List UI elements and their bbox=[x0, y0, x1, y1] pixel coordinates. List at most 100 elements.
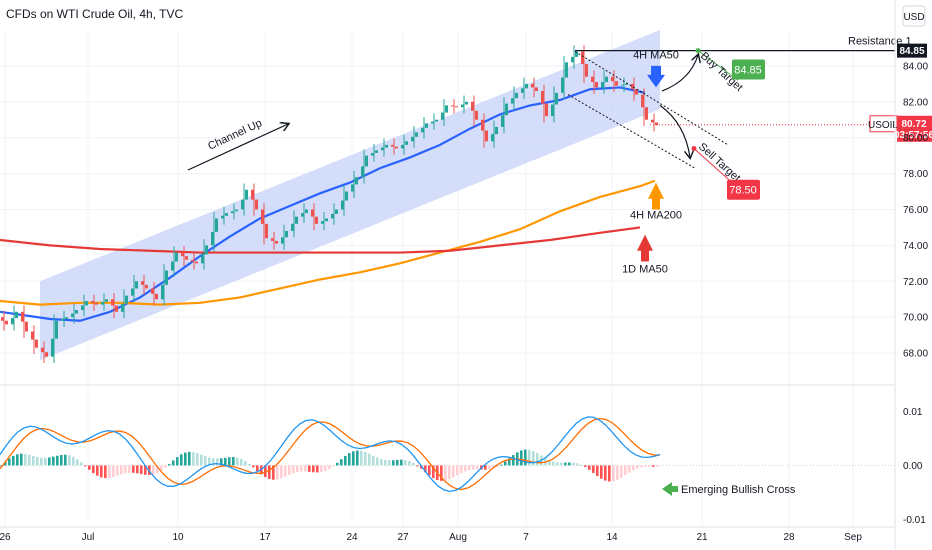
candle-body bbox=[151, 288, 154, 294]
candle-body bbox=[501, 115, 504, 127]
candle-body bbox=[91, 301, 94, 303]
candle-body bbox=[351, 184, 354, 192]
candle-body bbox=[391, 144, 394, 147]
candle-body bbox=[441, 112, 444, 120]
macd-histogram-bar bbox=[504, 461, 507, 466]
macd-histogram-bar bbox=[432, 465, 435, 479]
macd-histogram-bar bbox=[632, 465, 635, 471]
macd-histogram-bar bbox=[564, 462, 567, 466]
macd-histogram-bar bbox=[364, 451, 367, 466]
candle-body bbox=[145, 284, 148, 289]
macd-histogram-bar bbox=[132, 465, 135, 473]
candle-body bbox=[171, 261, 174, 271]
macd-histogram-bar bbox=[328, 465, 331, 469]
candle-body bbox=[345, 191, 348, 201]
candle-body bbox=[55, 320, 58, 339]
candle-body bbox=[1, 317, 4, 321]
x-tick-label: 27 bbox=[397, 532, 409, 543]
y-tick-label: 70.00 bbox=[903, 313, 928, 324]
candle-body bbox=[551, 104, 554, 117]
macd-histogram-bar bbox=[192, 452, 195, 466]
macd-histogram-bar bbox=[392, 460, 395, 466]
macd-histogram-bar bbox=[72, 456, 75, 466]
sell-target-value: 78.50 bbox=[729, 185, 757, 197]
x-tick-label: Jul bbox=[82, 532, 95, 543]
macd-histogram-bar bbox=[156, 465, 159, 474]
macd-histogram-bar bbox=[256, 465, 259, 472]
macd-histogram-bar bbox=[520, 450, 523, 466]
candle-body bbox=[635, 89, 638, 95]
macd-histogram-bar bbox=[428, 465, 431, 476]
candle-body bbox=[141, 281, 144, 285]
macd-histogram-bar bbox=[344, 455, 347, 466]
macd-histogram-bar bbox=[88, 465, 91, 470]
macd-histogram-bar bbox=[440, 465, 443, 481]
candle-body bbox=[85, 301, 88, 306]
sell-target-leader bbox=[693, 148, 731, 182]
candle-body bbox=[645, 107, 648, 120]
macd-histogram-bar bbox=[568, 462, 571, 466]
macd-histogram-bar bbox=[412, 462, 415, 466]
candles bbox=[1, 45, 658, 363]
candle-body bbox=[525, 83, 528, 89]
currency-label: USD bbox=[903, 12, 924, 23]
candle-body bbox=[355, 177, 358, 185]
macd-histogram-bar bbox=[124, 465, 127, 474]
y-tick-label: 76.00 bbox=[903, 205, 928, 216]
macd-histogram-bar bbox=[52, 456, 55, 466]
macd-histogram-bar bbox=[600, 465, 603, 479]
macd-histogram-bar bbox=[580, 464, 583, 466]
macd-histogram-bar bbox=[180, 454, 183, 466]
macd-histogram-bar bbox=[220, 458, 223, 466]
macd-histogram-bar bbox=[236, 457, 239, 466]
macd-histogram-bar bbox=[112, 465, 115, 477]
candle-body bbox=[495, 126, 498, 135]
x-tick-label: 7 bbox=[523, 532, 529, 543]
candle-body bbox=[285, 231, 288, 238]
candle-body bbox=[475, 110, 478, 120]
macd-histogram-bar bbox=[332, 465, 335, 467]
macd-histogram-bar bbox=[300, 465, 303, 472]
candle-body bbox=[491, 134, 494, 142]
macd-histogram-bar bbox=[312, 465, 315, 473]
candle-body bbox=[615, 81, 618, 86]
macd-histogram-bar bbox=[528, 449, 531, 466]
candle-body bbox=[71, 313, 74, 318]
macd-histogram-bar bbox=[144, 465, 147, 475]
macd-histogram-bar bbox=[68, 455, 71, 466]
macd-histogram-bar bbox=[628, 465, 631, 473]
candle-body bbox=[381, 147, 384, 151]
macd-histogram-bar bbox=[228, 457, 231, 466]
macd-histogram-bar bbox=[32, 455, 35, 466]
macd-histogram-bar bbox=[92, 465, 95, 474]
ma200-4h-label: 4H MA200 bbox=[630, 209, 682, 221]
candle-body bbox=[445, 105, 448, 113]
macd-histogram-bar bbox=[416, 465, 419, 467]
y-tick-label: 84.00 bbox=[903, 61, 928, 72]
macd-histogram-bar bbox=[128, 465, 131, 473]
candle-body bbox=[35, 339, 38, 348]
current-price-text: 80.72 bbox=[901, 119, 926, 130]
macd-histogram-bar bbox=[612, 465, 615, 482]
y-tick-label: 74.00 bbox=[903, 241, 928, 252]
candle-body bbox=[135, 281, 138, 289]
candle-body bbox=[185, 256, 188, 260]
candle-body bbox=[281, 237, 284, 244]
candle-body bbox=[581, 51, 584, 65]
macd-histogram-bar bbox=[372, 455, 375, 466]
macd-histogram-bar bbox=[24, 453, 27, 466]
macd-histogram-bar bbox=[104, 465, 107, 479]
candle-body bbox=[435, 119, 438, 122]
candle-body bbox=[341, 200, 344, 210]
macd-histogram-bar bbox=[472, 465, 475, 470]
macd-histogram-bar bbox=[240, 458, 243, 466]
x-tick-label: 14 bbox=[606, 532, 618, 543]
macd-histogram-bar bbox=[184, 452, 187, 466]
x-tick-label: 26 bbox=[0, 532, 11, 543]
candle-body bbox=[31, 331, 34, 340]
candle-body bbox=[325, 218, 328, 222]
macd-histogram-bar bbox=[188, 451, 191, 466]
macd-histogram-bar bbox=[652, 465, 655, 467]
candle-body bbox=[395, 146, 398, 149]
candle-body bbox=[461, 104, 464, 108]
